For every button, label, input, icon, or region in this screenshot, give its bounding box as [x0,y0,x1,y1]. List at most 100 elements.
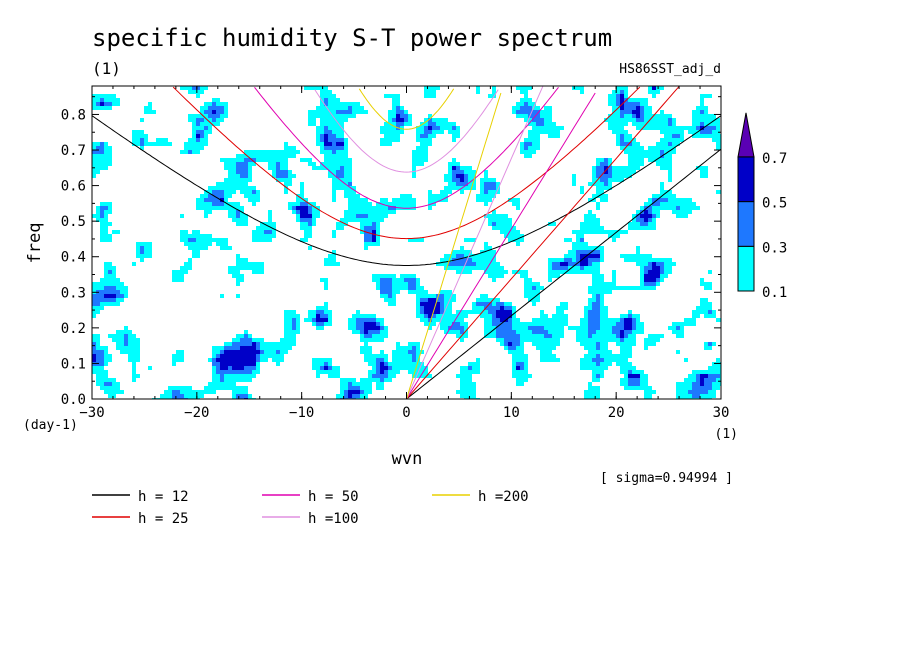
spectrum-cell [644,98,648,102]
spectrum-cell [596,186,600,190]
spectrum-cell [400,274,404,278]
spectrum-cell [616,166,620,170]
spectrum-cell [332,174,336,178]
spectrum-cell [548,326,552,330]
spectrum-cell [484,270,488,274]
spectrum-cell [480,294,484,298]
spectrum-cell [540,114,544,118]
spectrum-cell [456,182,460,186]
spectrum-cell [708,306,712,310]
spectrum-cell [468,362,472,366]
spectrum-cell [684,210,688,214]
spectrum-cell [632,378,636,382]
spectrum-cell [644,210,648,214]
spectrum-cell [592,306,596,310]
spectrum-cell [660,166,664,170]
spectrum-cell [108,282,112,286]
spectrum-cell [644,226,648,230]
spectrum-cell [96,146,100,150]
spectrum-cell [296,314,300,318]
spectrum-cell [100,230,104,234]
spectrum-cell [420,302,424,306]
spectrum-cell [400,106,404,110]
spectrum-cell [476,198,480,202]
spectrum-cell [592,218,596,222]
spectrum-cell [516,350,520,354]
spectrum-cell [488,198,492,202]
spectrum-cell [596,218,600,222]
spectrum-cell [668,258,672,262]
spectrum-cell [432,298,436,302]
spectrum-cell [452,166,456,170]
spectrum-cell [584,314,588,318]
spectrum-cell [648,274,652,278]
spectrum-cell [284,318,288,322]
spectrum-cell [448,306,452,310]
spectrum-cell [516,270,520,274]
spectrum-cell [252,194,256,198]
spectrum-cell [96,210,100,214]
spectrum-cell [324,154,328,158]
spectrum-cell [260,266,264,270]
spectrum-cell [392,298,396,302]
spectrum-cell [224,206,228,210]
spectrum-cell [268,230,272,234]
spectrum-cell [156,138,160,142]
spectrum-cell [652,334,656,338]
spectrum-cell [652,122,656,126]
spectrum-cell [384,210,388,214]
spectrum-cell [648,210,652,214]
spectrum-cell [584,262,588,266]
spectrum-cell [624,334,628,338]
spectrum-cell [680,130,684,134]
spectrum-cell [364,206,368,210]
spectrum-cell [400,198,404,202]
spectrum-cell [312,162,316,166]
spectrum-cell [376,382,380,386]
spectrum-cell [324,358,328,362]
spectrum-cell [704,170,708,174]
spectrum-cell [668,154,672,158]
spectrum-cell [528,294,532,298]
spectrum-cell [348,206,352,210]
spectrum-cell [324,282,328,286]
spectrum-cell [404,354,408,358]
spectrum-cell [632,118,636,122]
spectrum-cell [380,378,384,382]
spectrum-cell [384,278,388,282]
spectrum-cell [628,146,632,150]
spectrum-cell [452,322,456,326]
spectrum-cell [240,374,244,378]
spectrum-cell [96,338,100,342]
spectrum-cell [240,182,244,186]
spectrum-cell [692,378,696,382]
spectrum-cell [600,198,604,202]
spectrum-cell [392,210,396,214]
spectrum-cell [644,274,648,278]
spectrum-cell [484,190,488,194]
spectrum-cell [460,182,464,186]
spectrum-cell [596,266,600,270]
spectrum-cell [364,238,368,242]
spectrum-cell [360,106,364,110]
spectrum-cell [672,330,676,334]
spectrum-cell [392,206,396,210]
spectrum-cell [328,90,332,94]
spectrum-cell [284,142,288,146]
spectrum-cell [232,218,236,222]
spectrum-cell [660,182,664,186]
spectrum-cell [616,234,620,238]
spectrum-cell [396,118,400,122]
spectrum-cell [124,346,128,350]
spectrum-cell [636,222,640,226]
spectrum-cell [132,334,136,338]
spectrum-cell [636,142,640,146]
spectrum-cell [648,198,652,202]
spectrum-cell [348,190,352,194]
spectrum-cell [272,346,276,350]
spectrum-cell [216,182,220,186]
spectrum-cell [208,386,212,390]
spectrum-cell [320,366,324,370]
spectrum-cell [640,114,644,118]
spectrum-cell [708,270,712,274]
